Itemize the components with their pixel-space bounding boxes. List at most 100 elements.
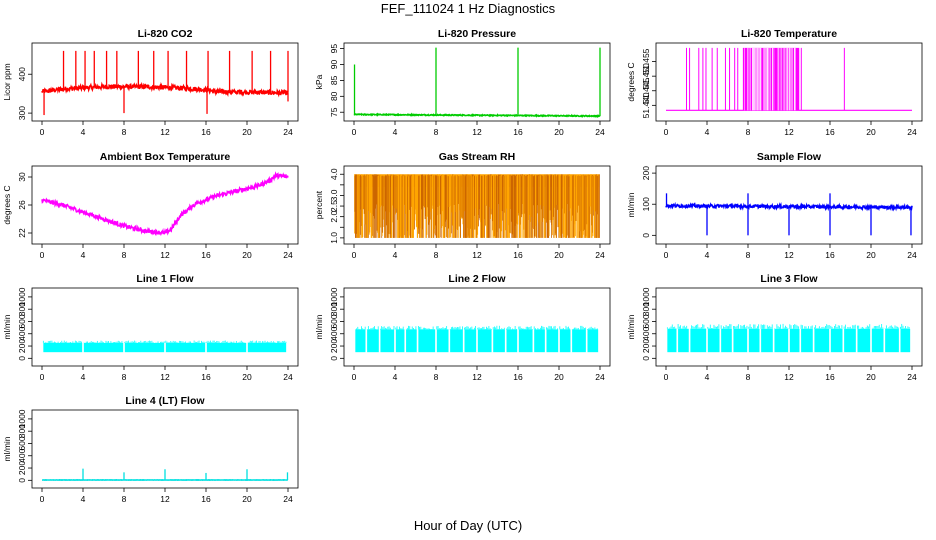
panel-2: Li-820 Temperature degrees C 0 4 8 12 16 20 24 51… xyxy=(626,28,923,137)
panel-y-axis-label: ml/min xyxy=(626,314,636,339)
panel-title: Line 4 (LT) Flow xyxy=(125,395,205,407)
y-tick-label: 200 xyxy=(641,339,651,353)
series-line xyxy=(41,171,289,237)
x-tick-label: 12 xyxy=(784,372,794,382)
x-tick-label: 20 xyxy=(242,250,252,260)
panel-0: Li-820 CO2 Licor ppm 0 4 8 12 16 20 24 300 400 xyxy=(2,28,299,137)
x-tick-label: 0 xyxy=(352,372,357,382)
y-tick-label: 0 xyxy=(641,356,651,361)
y-tick-label: 1000 xyxy=(329,287,339,306)
figure-x-axis-label: Hour of Day (UTC) xyxy=(413,518,523,533)
x-tick-label: 24 xyxy=(907,250,917,260)
y-tick-label: 80 xyxy=(329,91,339,101)
y-tick-label: 51.440 xyxy=(641,92,651,118)
y-tick-label: 0 xyxy=(17,356,27,361)
x-tick-label: 16 xyxy=(825,127,835,137)
x-tick-label: 8 xyxy=(434,250,439,260)
panel-frame xyxy=(31,287,299,367)
x-tick-label: 20 xyxy=(242,127,252,137)
flow-band-segment xyxy=(844,328,856,353)
x-tick-label: 20 xyxy=(866,250,876,260)
x-tick-label: 0 xyxy=(40,372,45,382)
y-tick-label: 1000 xyxy=(17,409,27,428)
x-tick-label: 0 xyxy=(352,250,357,260)
panel-y-axis-label: degrees C xyxy=(626,62,636,101)
x-tick-label: 24 xyxy=(283,372,293,382)
x-tick-label: 20 xyxy=(866,372,876,382)
panel-8: Line 3 Flow ml/min 0 4 8 12 16 20 24 0 20040060080… xyxy=(626,273,923,382)
y-tick-label: 0 xyxy=(17,478,27,483)
x-tick-label: 8 xyxy=(746,127,751,137)
x-tick-label: 20 xyxy=(554,127,564,137)
panel-y-axis-label: ml/min xyxy=(626,192,636,217)
flow-band-segment xyxy=(436,329,449,353)
y-tick-label: 85 xyxy=(329,75,339,85)
x-tick-label: 16 xyxy=(513,127,523,137)
x-tick-label: 4 xyxy=(393,372,398,382)
y-tick-label: 2.0 xyxy=(329,210,339,222)
flow-band-segment xyxy=(733,328,748,353)
y-tick-label: 100 xyxy=(641,197,651,211)
panel-y-axis-label: ml/min xyxy=(2,436,12,461)
y-tick-label: 800 xyxy=(17,424,27,438)
x-tick-label: 4 xyxy=(705,372,710,382)
y-tick-label: 800 xyxy=(329,302,339,316)
panel-y-axis-label: degrees C xyxy=(2,185,12,224)
x-tick-label: 8 xyxy=(122,494,127,504)
panel-title: Line 2 Flow xyxy=(448,273,506,285)
flow-band-segment xyxy=(830,328,843,353)
x-tick-label: 4 xyxy=(393,250,398,260)
x-tick-label: 8 xyxy=(434,372,439,382)
x-tick-label: 24 xyxy=(283,494,293,504)
panel-4: Gas Stream RH percent 0 4 8 12 16 20 24 1.0 2.02.5… xyxy=(314,151,611,260)
panel-1: Li-820 Pressure kPa 0 4 8 12 16 20 24 75 80 85 90 95 xyxy=(314,28,611,137)
flow-band-segment xyxy=(789,328,800,353)
y-tick-label: 400 xyxy=(17,448,27,462)
x-tick-label: 8 xyxy=(122,250,127,260)
flow-band-segment xyxy=(418,329,436,353)
x-tick-label: 8 xyxy=(122,127,127,137)
panel-title: Li-820 Pressure xyxy=(438,28,516,40)
y-tick-label: 200 xyxy=(641,166,651,180)
series-line xyxy=(41,81,289,98)
x-tick-label: 12 xyxy=(472,250,482,260)
y-tick-label: 400 xyxy=(17,67,27,81)
x-tick-label: 24 xyxy=(283,127,293,137)
panel-title: Gas Stream RH xyxy=(439,151,515,163)
flow-band-segment xyxy=(355,329,366,353)
x-tick-label: 12 xyxy=(160,250,170,260)
x-tick-label: 8 xyxy=(746,250,751,260)
x-tick-label: 20 xyxy=(242,494,252,504)
panel-title: Li-820 Temperature xyxy=(741,28,837,40)
dense-toggle-block xyxy=(742,47,800,111)
x-tick-label: 16 xyxy=(513,250,523,260)
flow-band-segment xyxy=(450,329,463,353)
x-tick-label: 0 xyxy=(40,250,45,260)
flow-band-segment xyxy=(380,329,395,353)
x-tick-label: 0 xyxy=(40,127,45,137)
x-tick-label: 0 xyxy=(664,250,669,260)
y-tick-label: 200 xyxy=(329,339,339,353)
flow-band-segment xyxy=(900,328,911,353)
panel-7: Line 2 Flow ml/min 0 4 8 12 16 20 24 0 20040060080… xyxy=(314,273,611,382)
x-tick-label: 24 xyxy=(595,250,605,260)
x-tick-label: 12 xyxy=(784,127,794,137)
panel-frame xyxy=(655,287,923,367)
flow-band-segment xyxy=(406,329,417,353)
x-tick-label: 4 xyxy=(81,127,86,137)
y-tick-label: 200 xyxy=(17,339,27,353)
x-tick-label: 20 xyxy=(554,372,564,382)
flow-band-segment xyxy=(885,328,899,353)
x-tick-label: 12 xyxy=(472,372,482,382)
panel-5: Sample Flow ml/min 0 4 8 12 16 20 24 0 100 200 xyxy=(626,151,923,260)
y-tick-label: 22 xyxy=(17,228,27,238)
y-tick-label: 95 xyxy=(329,44,339,54)
flow-band-segment xyxy=(534,329,545,353)
y-tick-label: 1000 xyxy=(641,287,651,306)
flow-band-segment xyxy=(871,328,884,353)
y-tick-label: 51.450 xyxy=(641,63,651,89)
x-tick-label: 16 xyxy=(201,250,211,260)
x-tick-label: 4 xyxy=(705,250,710,260)
y-tick-label: 200 xyxy=(17,461,27,475)
